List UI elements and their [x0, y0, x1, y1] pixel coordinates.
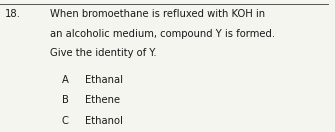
Text: C: C	[62, 116, 69, 126]
Text: When bromoethane is refluxed with KOH in: When bromoethane is refluxed with KOH in	[50, 9, 265, 19]
Text: A: A	[62, 75, 69, 85]
Text: Ethanal: Ethanal	[85, 75, 123, 85]
Text: Ethene: Ethene	[85, 95, 121, 105]
Text: Ethanol: Ethanol	[85, 116, 123, 126]
Text: 18.: 18.	[5, 9, 21, 19]
Text: an alcoholic medium, compound Y is formed.: an alcoholic medium, compound Y is forme…	[50, 29, 275, 39]
Text: Give the identity of Y.: Give the identity of Y.	[50, 48, 156, 58]
Text: B: B	[62, 95, 69, 105]
